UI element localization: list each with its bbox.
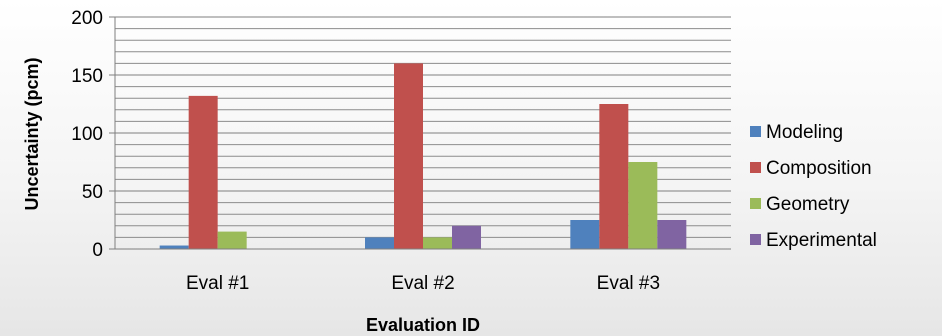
y-tick-label: 150: [71, 66, 103, 87]
bar-modeling-1: [159, 245, 189, 249]
bar-composition-1: [188, 95, 218, 249]
legend-swatch-geometry: [750, 198, 761, 209]
bar-modeling-3: [570, 220, 600, 249]
legend-swatch-modeling: [750, 126, 761, 137]
bar-modeling-2: [365, 237, 394, 249]
y-axis-title: Uncertainty (pcm): [22, 57, 42, 210]
y-tick-label: 0: [92, 240, 103, 261]
bar-composition-3: [599, 104, 629, 249]
bars: [159, 63, 687, 250]
legend-label-modeling: Modeling: [766, 122, 843, 143]
x-tick-label: Eval #1: [186, 273, 249, 294]
y-tick-label: 100: [71, 124, 103, 145]
y-tick-label: 50: [82, 182, 103, 203]
bar-geometry-3: [628, 162, 658, 249]
legend-label-composition: Composition: [766, 158, 872, 179]
x-axis-title: Evaluation ID: [366, 315, 480, 335]
bar-geometry-1: [217, 231, 247, 249]
y-tick-label: 200: [71, 8, 103, 29]
y-tick-labels: 0 50 100 150 200: [71, 8, 103, 261]
bar-experimental-2: [452, 225, 481, 249]
bar-composition-2: [394, 63, 423, 250]
axes: [109, 16, 731, 250]
x-tick-label: Eval #3: [597, 273, 660, 294]
x-tick-label: Eval #2: [391, 273, 454, 294]
x-tick-labels: Eval #1 Eval #2 Eval #3: [186, 273, 660, 294]
legend-label-geometry: Geometry: [766, 194, 850, 215]
bar-geometry-2: [423, 237, 452, 249]
legend-swatch-experimental: [750, 234, 761, 245]
legend-swatch-composition: [750, 162, 761, 173]
legend: Modeling Composition Geometry Experimental: [750, 122, 877, 251]
legend-label-experimental: Experimental: [766, 230, 877, 251]
bar-experimental-3: [657, 220, 687, 249]
